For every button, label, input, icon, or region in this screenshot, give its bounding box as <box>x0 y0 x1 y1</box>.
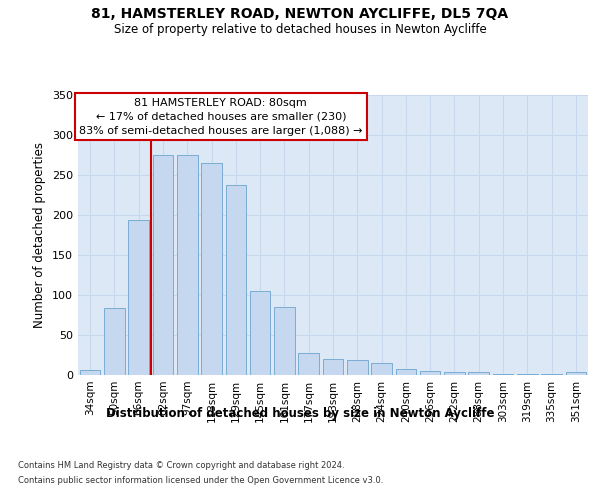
Bar <box>469 372 489 375</box>
Bar <box>104 308 125 375</box>
Text: Contains HM Land Registry data © Crown copyright and database right 2024.: Contains HM Land Registry data © Crown c… <box>18 461 344 470</box>
Bar <box>371 363 392 375</box>
Bar <box>298 354 319 375</box>
Bar <box>420 371 440 375</box>
Text: Size of property relative to detached houses in Newton Aycliffe: Size of property relative to detached ho… <box>113 22 487 36</box>
Bar <box>80 370 100 375</box>
Bar <box>395 368 416 375</box>
Bar <box>274 307 295 375</box>
Text: Contains public sector information licensed under the Open Government Licence v3: Contains public sector information licen… <box>18 476 383 485</box>
Bar <box>250 291 271 375</box>
Y-axis label: Number of detached properties: Number of detached properties <box>34 142 46 328</box>
Bar <box>152 155 173 375</box>
Text: Distribution of detached houses by size in Newton Aycliffe: Distribution of detached houses by size … <box>106 408 494 420</box>
Bar <box>517 374 538 375</box>
Text: 81 HAMSTERLEY ROAD: 80sqm
← 17% of detached houses are smaller (230)
83% of semi: 81 HAMSTERLEY ROAD: 80sqm ← 17% of detac… <box>79 98 362 136</box>
Bar <box>444 372 465 375</box>
Bar <box>128 220 149 375</box>
Bar <box>323 359 343 375</box>
Bar <box>541 374 562 375</box>
Bar <box>201 163 222 375</box>
Bar <box>226 186 246 375</box>
Bar <box>347 360 368 375</box>
Text: 81, HAMSTERLEY ROAD, NEWTON AYCLIFFE, DL5 7QA: 81, HAMSTERLEY ROAD, NEWTON AYCLIFFE, DL… <box>91 8 509 22</box>
Bar <box>566 372 586 375</box>
Bar <box>177 155 197 375</box>
Bar <box>493 374 514 375</box>
